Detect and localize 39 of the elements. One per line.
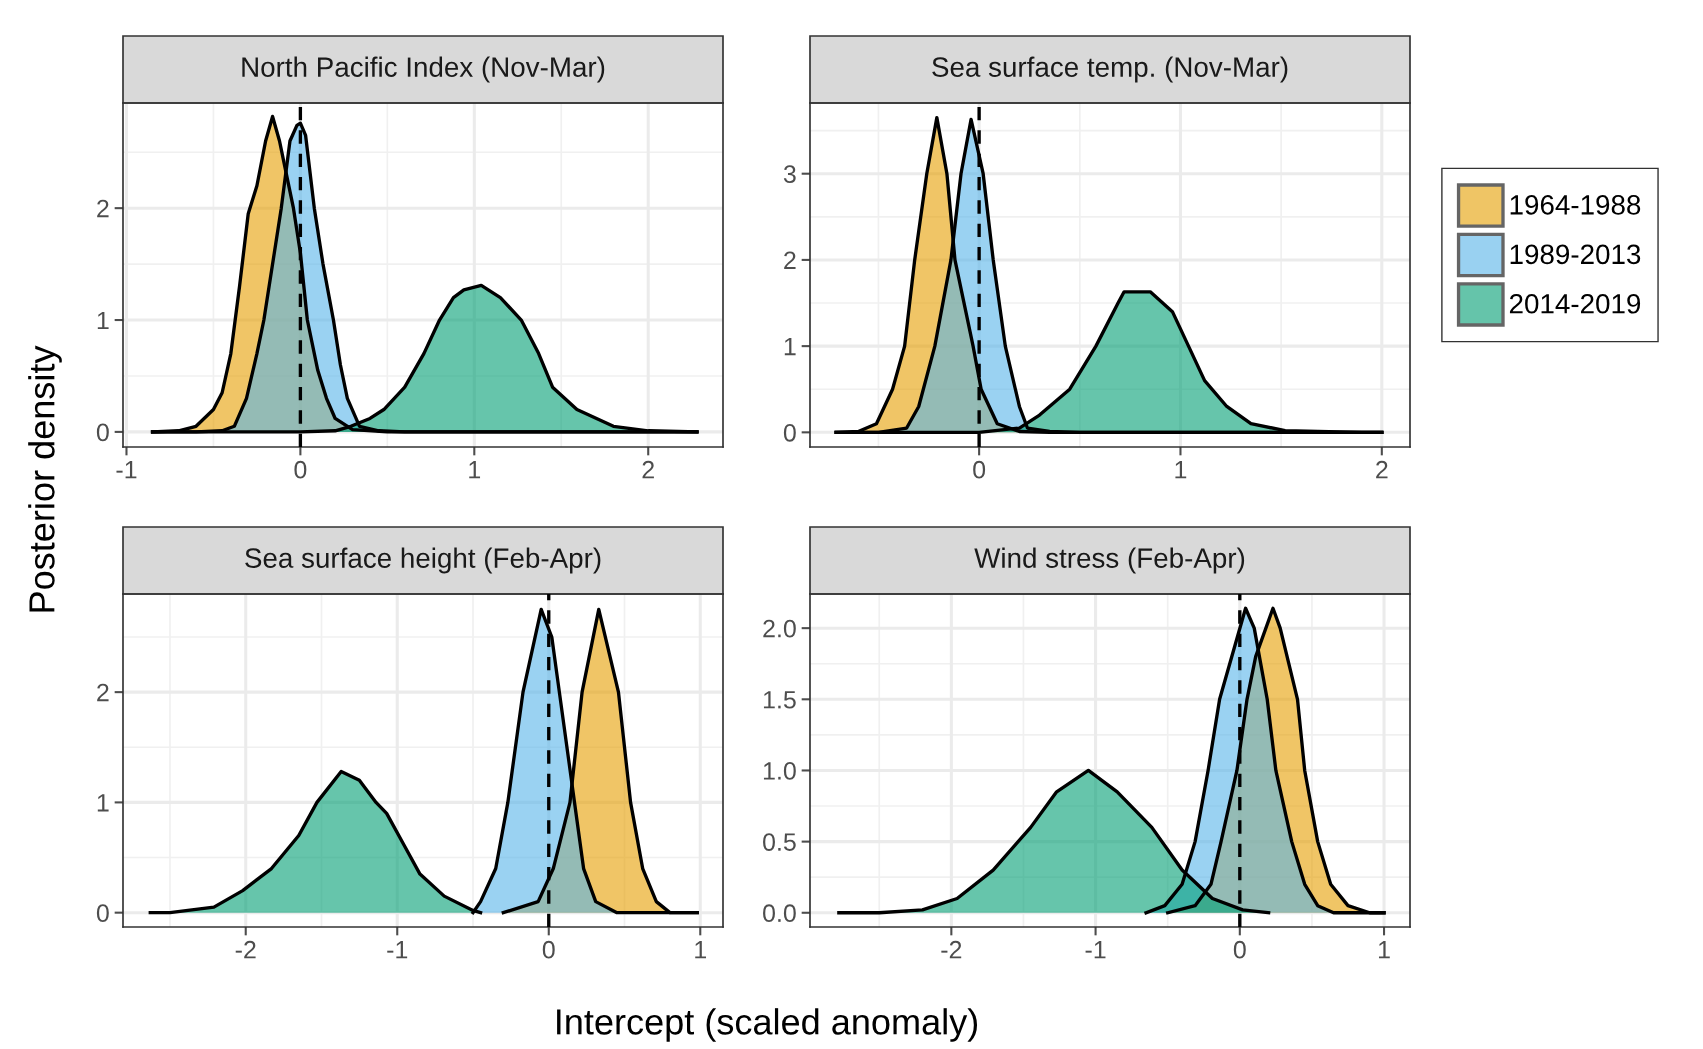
- chart-title: Sea surface height (Feb-Apr): [245, 547, 601, 574]
- y-tick-label: 0: [96, 423, 109, 442]
- y-tick-label: 2: [97, 199, 109, 218]
- x-tick-label: 0: [973, 460, 986, 479]
- y-tick-label: 2: [97, 683, 109, 702]
- x-tick-label: 0: [1233, 940, 1246, 959]
- y-tick-label: 0: [783, 423, 796, 442]
- y-tick-label: 1.0: [763, 762, 796, 780]
- chart-title: Sea surface temp. (Nov-Mar): [932, 56, 1288, 83]
- legend-label: 2014-2019: [1509, 293, 1641, 314]
- x-tick-label: 1: [695, 941, 707, 959]
- chart-title: North Pacific Index (Nov-Mar): [242, 56, 605, 83]
- x-tick-label: 2: [1376, 460, 1388, 479]
- chart-title: Wind stress (Feb-Apr): [974, 547, 1245, 574]
- y-tick-label: 1: [97, 311, 109, 330]
- x-tick-label: -1: [116, 461, 137, 479]
- x-tick-label: 1: [469, 461, 481, 479]
- x-tick-label: 0: [542, 940, 555, 959]
- y-tick-label: 3: [783, 165, 796, 183]
- y-tick-label: 2: [784, 251, 796, 269]
- y-tick-label: 1: [97, 794, 109, 812]
- x-tick-label: 0: [294, 460, 307, 479]
- y-tick-label: 1: [784, 337, 796, 356]
- legend-label: 1989-2013: [1510, 244, 1641, 265]
- y-tick-label: 2.0: [763, 619, 796, 638]
- x-tick-label: -2: [235, 940, 256, 959]
- y-tick-label: 0.5: [763, 833, 796, 851]
- y-tick-label: 1.5: [763, 691, 796, 709]
- y-tick-label: 0: [96, 904, 109, 922]
- x-tick-label: -1: [387, 941, 408, 959]
- x-tick-label: 1: [1175, 461, 1187, 479]
- legend-label: 1964-1988: [1510, 195, 1641, 215]
- y-axis-title: Posterior density: [28, 345, 62, 612]
- y-tick-label: 0.0: [763, 904, 796, 923]
- x-tick-label: -2: [941, 940, 962, 959]
- x-tick-label: 1: [1378, 941, 1390, 959]
- x-tick-label: 2: [642, 460, 654, 479]
- x-tick-label: -1: [1085, 941, 1106, 959]
- x-axis-title: Intercept (scaled anomaly): [557, 1008, 978, 1042]
